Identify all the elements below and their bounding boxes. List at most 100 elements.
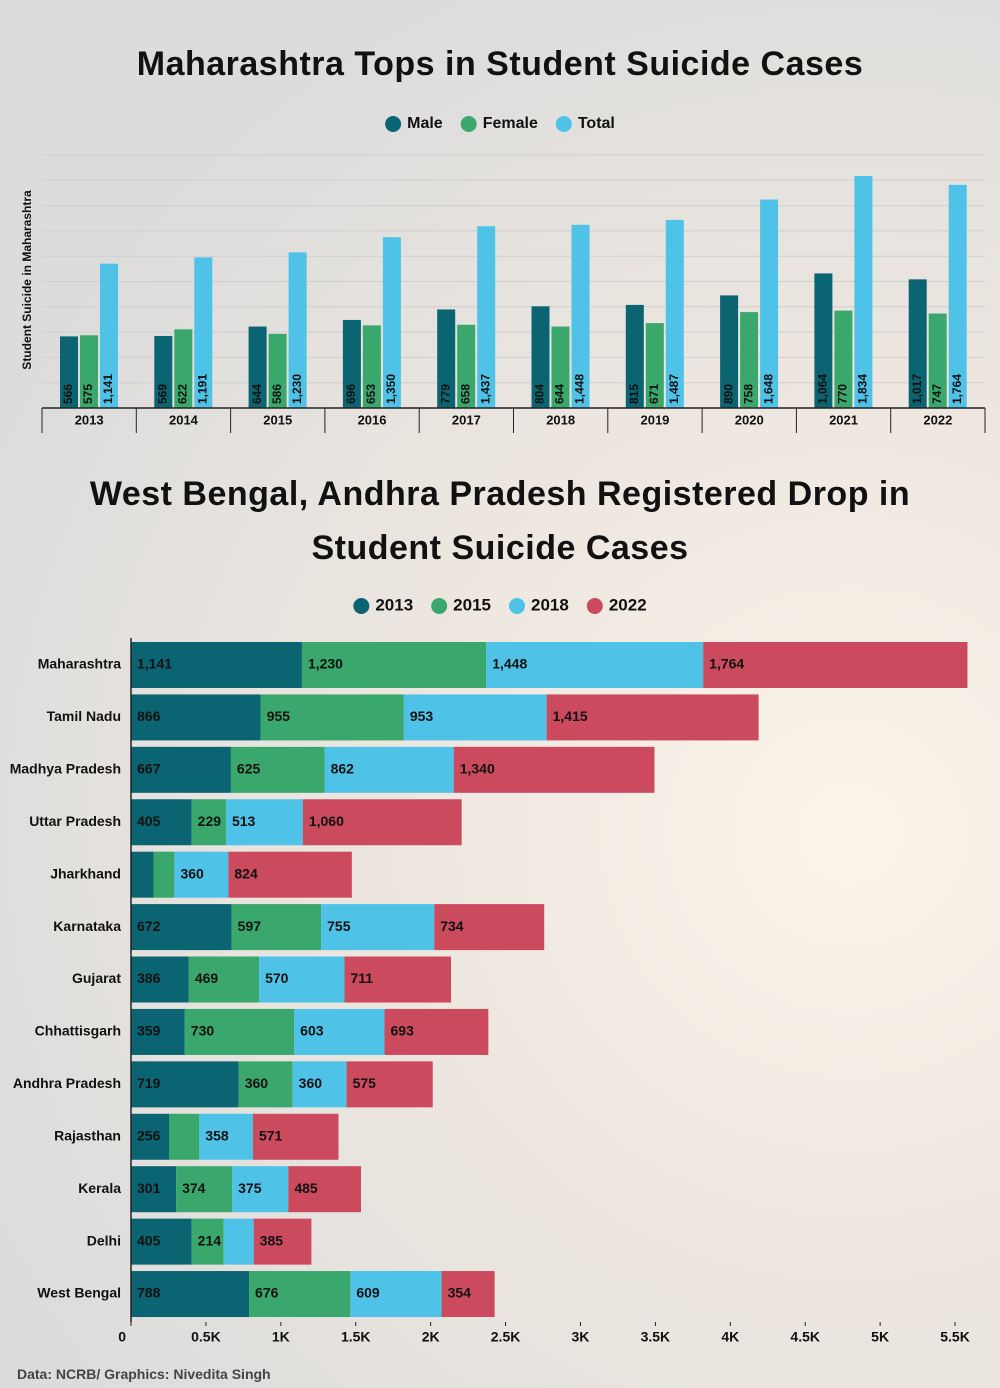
y-tick-label: Madhya Pradesh	[10, 761, 121, 777]
data-label: 1,834	[856, 374, 870, 404]
x-tick-label: 4.5K	[790, 1329, 820, 1345]
bar-segment	[228, 851, 352, 898]
bar-segment	[252, 1113, 339, 1160]
bar	[100, 263, 118, 408]
data-label: 1,764	[950, 374, 964, 404]
bar-segment	[131, 1061, 239, 1108]
bar-segment	[292, 1061, 347, 1108]
bar	[477, 226, 496, 408]
bar	[814, 273, 833, 408]
data-label: 711	[351, 970, 374, 986]
bar-segment	[131, 851, 154, 898]
data-label: 1,350	[384, 374, 398, 404]
data-label: 622	[175, 384, 189, 404]
data-label: 586	[270, 384, 284, 404]
x-tick-label: 3.5K	[641, 1329, 671, 1345]
bar-segment	[703, 642, 968, 688]
x-tick-label: 2021	[829, 412, 858, 427]
legend-marker	[460, 116, 477, 132]
legend-marker	[586, 598, 603, 614]
legend: Male Female Total	[385, 115, 615, 132]
bar	[531, 306, 550, 408]
bar	[908, 279, 927, 408]
bar	[342, 319, 361, 408]
bar-segment	[131, 956, 189, 1003]
data-label: 1,437	[478, 374, 492, 404]
data-label: 385	[260, 1232, 284, 1248]
chart-title: Maharashtra Tops in Student Suicide Case…	[136, 45, 864, 83]
x-tick-label: 5K	[871, 1329, 889, 1345]
bar	[740, 312, 759, 408]
bar	[551, 326, 570, 408]
data-label: 513	[232, 813, 256, 829]
data-label: 719	[137, 1075, 161, 1091]
bar-segment	[174, 851, 229, 898]
data-label: 469	[195, 970, 219, 986]
bar-segment	[344, 956, 452, 1003]
y-tick-label: West Bengal	[37, 1285, 121, 1301]
legend-label: 2022	[609, 595, 647, 614]
data-label: 569	[155, 384, 169, 404]
data-label: 360	[180, 865, 204, 881]
legend-label: 2015	[453, 595, 491, 614]
data-label: 1,448	[573, 374, 587, 404]
data-label: 229	[198, 813, 222, 829]
data-label: 1,230	[290, 374, 304, 404]
data-label: 256	[137, 1127, 161, 1143]
bar	[457, 324, 476, 408]
x-tick-label: 3K	[572, 1329, 590, 1345]
bar-segment	[131, 746, 231, 793]
bar-segment	[253, 1218, 312, 1265]
bar-segment	[249, 1271, 351, 1318]
data-label: 1,487	[667, 374, 681, 404]
data-label: 758	[741, 384, 755, 404]
bar-segment	[131, 694, 261, 741]
y-tick-label: Uttar Pradesh	[29, 813, 121, 829]
legend-marker	[509, 598, 525, 614]
x-tick-label: 2013	[75, 412, 104, 427]
data-label: 658	[458, 384, 472, 404]
bar	[571, 224, 590, 408]
y-tick-label: Delhi	[87, 1232, 121, 1248]
data-label: 566	[61, 384, 75, 404]
x-tick-label: 2017	[452, 412, 481, 427]
bar	[437, 309, 456, 408]
bar	[174, 329, 193, 408]
data-label: 575	[353, 1075, 377, 1091]
bar	[760, 199, 779, 408]
data-label: 747	[930, 384, 944, 404]
y-tick-label: Chhattisgarh	[35, 1023, 121, 1039]
bar-segment	[321, 904, 435, 951]
bar	[720, 295, 739, 408]
bar-segment	[191, 799, 226, 846]
legend-marker	[385, 116, 402, 132]
bar-segment	[153, 851, 175, 898]
data-label: 1,141	[137, 656, 172, 672]
legend-label: 2018	[531, 595, 569, 614]
data-label: 955	[267, 708, 291, 724]
bar	[268, 333, 287, 408]
legend-label: 2013	[375, 595, 413, 614]
data-label: 730	[191, 1023, 215, 1039]
data-label: 386	[137, 970, 161, 986]
x-tick-label: 2019	[640, 412, 669, 427]
data-label: 672	[137, 918, 161, 934]
data-label: 1,648	[761, 374, 775, 404]
data-label: 770	[836, 384, 850, 404]
data-label: 359	[137, 1023, 161, 1039]
bar-segment	[131, 1218, 192, 1265]
y-tick-label: Kerala	[78, 1180, 121, 1196]
bar-segment	[260, 694, 404, 741]
data-label: 374	[182, 1180, 206, 1196]
x-tick-label: 2020	[735, 412, 764, 427]
data-label: 653	[364, 384, 378, 404]
data-label: 788	[137, 1285, 161, 1301]
bar-segment	[238, 1061, 293, 1108]
source-note: Data: NCRB/ Graphics: Nivedita Singh	[17, 1366, 271, 1382]
data-label: 570	[265, 970, 289, 986]
bar	[382, 237, 401, 408]
bar-segment	[231, 904, 322, 951]
bar-segment	[346, 1061, 433, 1108]
